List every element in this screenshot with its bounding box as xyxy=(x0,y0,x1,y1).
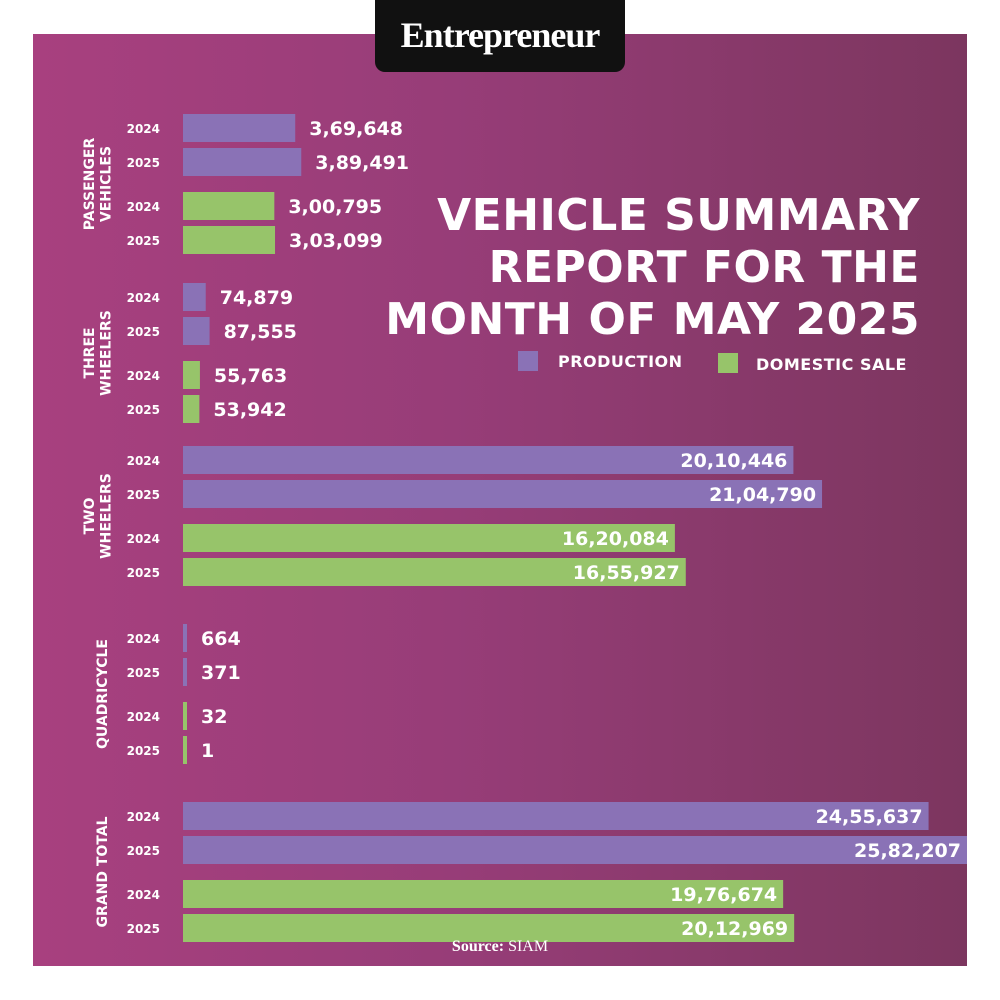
year-label: 2025 xyxy=(127,922,160,936)
value-label: 74,879 xyxy=(220,287,293,309)
group-label-line: THREE xyxy=(82,327,98,378)
value-label: 664 xyxy=(201,628,241,650)
legend-swatch-domestic xyxy=(718,353,738,373)
group-label: GRAND TOTAL xyxy=(95,816,111,927)
year-label: 2024 xyxy=(127,454,160,468)
brand-logo-box: Entrepreneur xyxy=(375,0,625,72)
year-label: 2024 xyxy=(127,888,160,902)
group-label: TWOWHEELERS xyxy=(82,473,114,559)
group-label: THREEWHEELERS xyxy=(82,310,114,396)
source-label: Source: xyxy=(451,938,505,955)
value-label: 25,82,207 xyxy=(854,840,961,862)
year-label: 2024 xyxy=(127,122,160,136)
year-label: 2025 xyxy=(127,666,160,680)
bar-domestic xyxy=(183,702,187,730)
title-line-1: VEHICLE SUMMARY xyxy=(437,190,920,241)
chart-title: VEHICLE SUMMARY REPORT FOR THE MONTH OF … xyxy=(380,190,920,346)
brand-logo: Entrepreneur xyxy=(400,15,601,55)
legend-label-production: PRODUCTION xyxy=(558,352,683,371)
value-label: 55,763 xyxy=(214,365,287,387)
bar-domestic xyxy=(183,226,276,254)
year-label: 2025 xyxy=(127,844,160,858)
value-label: 20,10,446 xyxy=(680,450,787,472)
bar-production xyxy=(183,836,967,864)
value-label: 24,55,637 xyxy=(816,806,923,828)
group-label: PASSENGERVEHICLES xyxy=(82,138,114,231)
year-label: 2025 xyxy=(127,325,160,339)
value-label: 1 xyxy=(201,740,214,762)
year-label: 2025 xyxy=(127,403,160,417)
group-label-line: TWO xyxy=(82,497,98,534)
group-passenger-vehicles: PASSENGERVEHICLES 2024 3,69,648 2025 3,89,49… xyxy=(82,114,409,254)
bar-production xyxy=(183,148,302,176)
group-label-line: WHEELERS xyxy=(98,473,114,559)
group-label: QUADRICYCLE xyxy=(95,639,111,749)
group-label-line: PASSENGER xyxy=(82,138,98,231)
legend-swatch-production xyxy=(518,351,538,371)
bars-layer: PASSENGERVEHICLES 2024 3,69,648 2025 3,89,49… xyxy=(82,114,967,942)
value-label: 371 xyxy=(201,662,241,684)
group-three-wheelers: THREEWHEELERS 2024 74,879 2025 87,555 2024 55,… xyxy=(82,283,297,423)
bar-production xyxy=(183,283,206,311)
year-label: 2025 xyxy=(127,744,160,758)
group-label-line: WHEELERS xyxy=(98,310,114,396)
year-label: 2025 xyxy=(127,488,160,502)
year-label: 2024 xyxy=(127,632,160,646)
value-label: 3,03,099 xyxy=(289,230,383,252)
group-label-line: QUADRICYCLE xyxy=(95,639,111,749)
title-line-3: MONTH OF MAY 2025 xyxy=(385,294,920,345)
value-label: 53,942 xyxy=(213,399,286,421)
value-label: 32 xyxy=(201,706,227,728)
value-label: 3,00,795 xyxy=(288,196,382,218)
bar-production xyxy=(183,317,210,345)
source-note: Source: SIAM xyxy=(0,938,1000,956)
bar-production xyxy=(183,802,929,830)
bar-domestic xyxy=(183,914,795,942)
group-grand-total: GRAND TOTAL 2024 24,55,637 2025 25,82,207 202… xyxy=(95,802,967,942)
value-label: 21,04,790 xyxy=(709,484,816,506)
value-label: 16,55,927 xyxy=(573,562,680,584)
value-label: 87,555 xyxy=(224,321,297,343)
year-label: 2025 xyxy=(127,156,160,170)
year-label: 2024 xyxy=(127,369,160,383)
title-line-2: REPORT FOR THE xyxy=(488,242,920,293)
bar-domestic xyxy=(183,880,784,908)
value-label: 19,76,674 xyxy=(670,884,777,906)
bar-production xyxy=(183,480,823,508)
bar-domestic xyxy=(183,395,200,423)
bar-production xyxy=(183,658,187,686)
group-label-line: GRAND TOTAL xyxy=(95,816,111,927)
year-label: 2024 xyxy=(127,710,160,724)
source-value: SIAM xyxy=(508,938,549,955)
year-label: 2025 xyxy=(127,566,160,580)
bar-domestic xyxy=(183,192,275,220)
year-label: 2024 xyxy=(127,532,160,546)
group-label-line: VEHICLES xyxy=(98,146,114,222)
year-label: 2025 xyxy=(127,234,160,248)
bar-domestic xyxy=(183,361,200,389)
year-label: 2024 xyxy=(127,200,160,214)
value-label: 16,20,084 xyxy=(562,528,669,550)
legend-label-domestic: DOMESTIC SALE xyxy=(756,355,907,374)
bar-production xyxy=(183,446,794,474)
year-label: 2024 xyxy=(127,810,160,824)
bar-production xyxy=(183,624,187,652)
value-label: 3,69,648 xyxy=(309,118,403,140)
bar-domestic xyxy=(183,736,187,764)
year-label: 2024 xyxy=(127,291,160,305)
group-two-wheelers: TWOWHEELERS 2024 20,10,446 2025 21,04,790 202… xyxy=(82,446,823,586)
bar-domestic xyxy=(183,558,686,586)
bar-production xyxy=(183,114,296,142)
value-label: 20,12,969 xyxy=(681,918,788,940)
bar-domestic xyxy=(183,524,675,552)
group-quadricycle: QUADRICYCLE 2024 664 2025 371 2024 32 2025 1 xyxy=(95,624,241,764)
value-label: 3,89,491 xyxy=(315,152,409,174)
